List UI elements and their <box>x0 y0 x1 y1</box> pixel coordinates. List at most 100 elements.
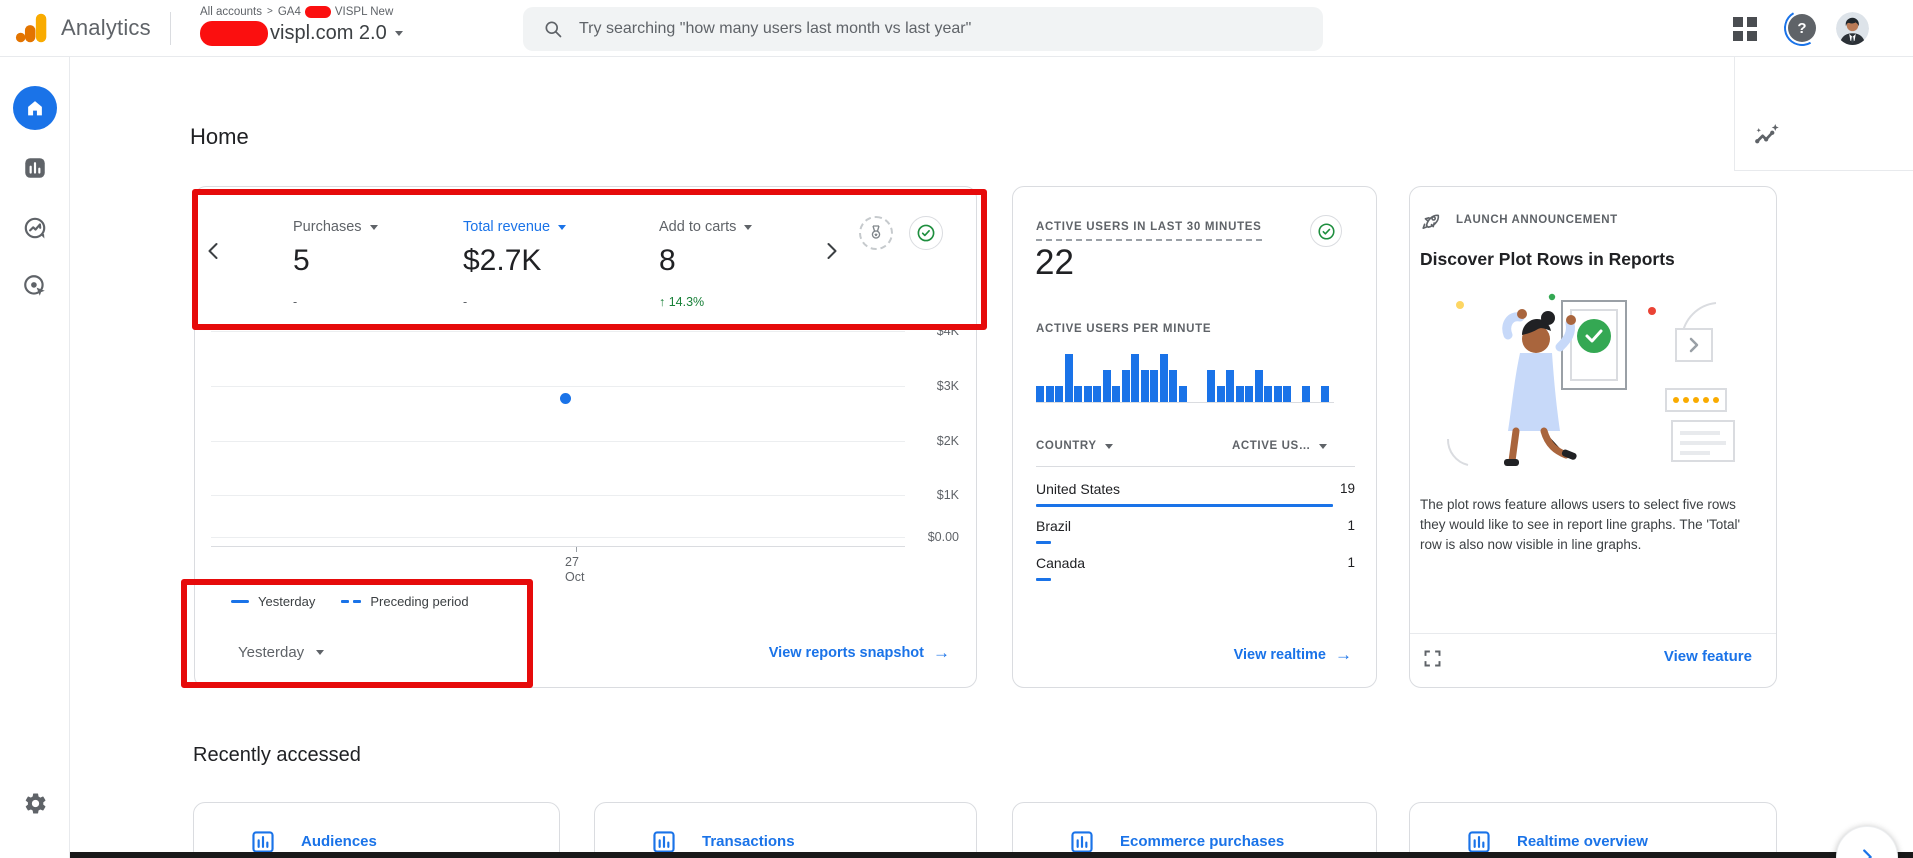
carousel-next-button[interactable] <box>819 239 843 266</box>
recently-accessed-title: Recently accessed <box>193 744 361 766</box>
y-tick-label: $0.00 <box>927 530 959 544</box>
column-active-users[interactable]: ACTIVE US… <box>1232 440 1327 452</box>
recently-accessed-list: Audiences Transactions Ecommerce purchases… <box>193 802 1793 858</box>
recent-card-ecommerce-purchases[interactable]: Ecommerce purchases <box>1012 802 1377 858</box>
gridline <box>211 331 905 332</box>
recent-card-label: Transactions <box>702 833 795 850</box>
page-title: Home <box>190 124 249 149</box>
country-row-united-states: United States 19 <box>1036 475 1355 512</box>
minute-bar <box>1159 354 1168 402</box>
legend-yesterday: Yesterday <box>231 594 315 609</box>
breadcrumb-all-accounts[interactable]: All accounts <box>200 5 263 18</box>
column-label: ACTIVE US… <box>1232 440 1311 452</box>
insights-icon[interactable] <box>1748 118 1784 154</box>
minute-bar <box>1121 370 1130 402</box>
apps-grid-icon[interactable] <box>1733 17 1758 42</box>
reports-snapshot-card: Purchases 5- Total revenue $2.7K - Add to car… <box>194 186 977 688</box>
users-per-minute-chart <box>1036 349 1334 403</box>
announcement-eyebrow: LAUNCH ANNOUNCEMENT <box>1456 214 1618 226</box>
chevron-down-icon <box>1318 443 1327 449</box>
minute-bar <box>1302 386 1310 402</box>
country-row-brazil: Brazil 1 <box>1036 512 1355 549</box>
advertising-icon <box>24 275 45 296</box>
minute-bar <box>1093 386 1101 402</box>
recent-card-realtime-overview[interactable]: Realtime overview <box>1409 802 1777 858</box>
realtime-card: ACTIVE USERS IN LAST 30 MINUTES 22 ACTIV… <box>1012 186 1377 688</box>
minute-bar <box>1321 386 1329 402</box>
help-icon[interactable]: ? <box>1788 14 1816 42</box>
breadcrumb-account-prefix[interactable]: GA4 <box>277 5 301 18</box>
settings-gear-icon[interactable] <box>0 791 70 816</box>
help-glyph: ? <box>1797 19 1807 37</box>
minute-bar <box>1273 386 1282 402</box>
search-placeholder: Try searching "how many users last month… <box>579 20 972 37</box>
column-label: COUNTRY <box>1036 440 1097 452</box>
recent-card-transactions[interactable]: Transactions <box>594 802 977 858</box>
chevron-down-icon <box>1104 443 1113 449</box>
arrow-right-icon: → <box>1335 645 1352 664</box>
country-table: United States 19 Brazil 1 Canada 1 <box>1036 475 1355 586</box>
minute-bar <box>1045 386 1054 402</box>
search-input[interactable]: Try searching "how many users last month… <box>523 7 1323 51</box>
minute-bar <box>1283 386 1291 402</box>
view-feature-link[interactable]: View feature <box>1664 648 1752 665</box>
view-reports-snapshot-link[interactable]: View reports snapshot → <box>769 643 950 663</box>
divider <box>170 12 171 45</box>
x-axis-tick <box>576 547 577 552</box>
view-realtime-link[interactable]: View realtime → <box>1234 645 1352 665</box>
y-tick-label: $2K <box>936 434 959 448</box>
date-range-selector[interactable]: Yesterday <box>238 644 325 661</box>
gridline <box>211 386 905 387</box>
plot-rows-illustration <box>1446 293 1735 466</box>
country-table-header: COUNTRY ACTIVE US… <box>1036 437 1355 467</box>
minute-bar <box>1226 370 1234 402</box>
carousel-prev-button[interactable] <box>202 239 226 266</box>
realtime-title: ACTIVE USERS IN LAST 30 MINUTES <box>1036 221 1262 241</box>
avatar-image <box>1836 12 1869 45</box>
search-icon <box>545 21 562 38</box>
arrow-right-icon: → <box>933 643 950 662</box>
redaction-blob <box>200 21 268 46</box>
sidebar-item-explore[interactable] <box>0 215 70 241</box>
bar-chart-icon <box>651 829 677 855</box>
revenue-line-chart <box>211 331 905 553</box>
legend-preceding-period: Preceding period <box>341 594 469 609</box>
minute-bar <box>1254 370 1263 402</box>
scroll-next-button[interactable] <box>1836 826 1898 858</box>
topbar: Analytics All accounts > GA4 VISPL New v… <box>0 0 1913 57</box>
recent-card-audiences[interactable]: Audiences <box>193 802 560 858</box>
minute-bar <box>1064 354 1073 402</box>
minute-bar <box>1112 386 1120 402</box>
minute-bar <box>1036 386 1044 402</box>
metric-purchases[interactable]: Purchases 5- <box>293 219 463 309</box>
google-analytics-logo[interactable]: Analytics <box>14 9 151 47</box>
minute-bar <box>1055 386 1063 402</box>
breadcrumb-account-suffix[interactable]: VISPL New <box>334 5 394 18</box>
minute-bar <box>1150 370 1158 402</box>
announcement-card: LAUNCH ANNOUNCEMENT Discover Plot Rows i… <box>1409 186 1777 688</box>
announcement-title: Discover Plot Rows in Reports <box>1420 249 1675 269</box>
data-point-yesterday[interactable] <box>560 393 571 405</box>
column-country[interactable]: COUNTRY <box>1036 440 1113 452</box>
divider <box>1410 633 1776 634</box>
analytics-logo-icon <box>15 13 47 43</box>
gridline <box>211 537 905 538</box>
per-minute-title: ACTIVE USERS PER MINUTE <box>1036 323 1212 335</box>
metric-total-revenue[interactable]: Total revenue $2.7K - <box>463 219 659 309</box>
expand-icon[interactable] <box>1422 648 1443 674</box>
y-tick-label: $1K <box>936 488 959 502</box>
user-avatar[interactable] <box>1836 12 1869 45</box>
chevron-down-icon <box>316 650 325 655</box>
property-name[interactable]: vispl.com 2.0 <box>270 22 387 44</box>
sidebar-item-reports[interactable] <box>0 155 70 181</box>
active-users-count: 22 <box>1035 243 1074 282</box>
minute-bar <box>1083 386 1092 402</box>
sidebar <box>0 57 70 858</box>
sidebar-item-advertising[interactable] <box>0 273 70 299</box>
breadcrumb-separator: > <box>267 6 273 17</box>
account-switcher[interactable]: All accounts > GA4 VISPL New vispl.com 2… <box>200 4 403 46</box>
minute-bar <box>1131 354 1139 402</box>
minute-bar <box>1216 386 1225 402</box>
sidebar-item-home[interactable] <box>0 86 70 130</box>
metric-add-to-carts[interactable]: Add to carts 8 ↑ 14.3% <box>659 219 829 309</box>
